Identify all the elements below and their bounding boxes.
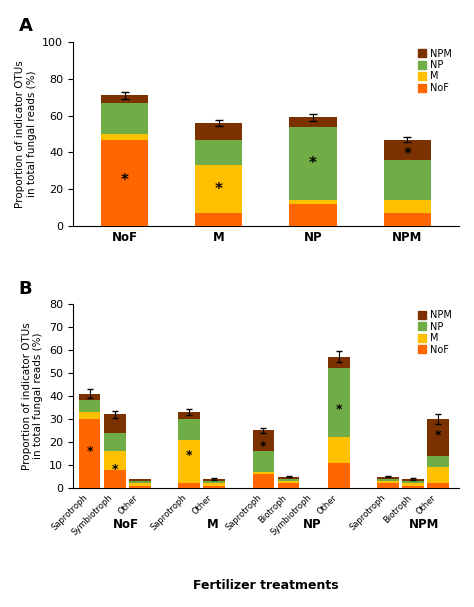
Legend: NPM, NP, M, NoF: NPM, NP, M, NoF: [416, 308, 454, 357]
Bar: [290, 127, 337, 200]
Bar: [101, 103, 148, 134]
Bar: [377, 479, 399, 481]
Bar: [253, 472, 274, 474]
Bar: [383, 200, 431, 214]
Bar: [328, 356, 349, 368]
Bar: [104, 451, 126, 470]
Bar: [253, 430, 274, 451]
Bar: [101, 95, 148, 103]
Bar: [328, 463, 349, 488]
Text: NPM: NPM: [409, 518, 439, 531]
Text: *: *: [86, 445, 93, 458]
Text: A: A: [19, 16, 33, 35]
Bar: [195, 140, 242, 166]
Bar: [328, 437, 349, 463]
Bar: [203, 481, 225, 484]
Bar: [129, 481, 151, 484]
Bar: [178, 419, 200, 439]
Text: B: B: [19, 280, 32, 298]
Text: *: *: [186, 449, 192, 463]
Bar: [278, 481, 300, 484]
Bar: [383, 160, 431, 200]
Bar: [104, 433, 126, 451]
Text: *: *: [336, 403, 342, 416]
Text: *: *: [403, 147, 411, 162]
Bar: [290, 204, 337, 226]
Bar: [104, 414, 126, 433]
Y-axis label: Proportion of indicator OTUs
in total fungal reads (%): Proportion of indicator OTUs in total fu…: [15, 60, 36, 208]
Text: *: *: [435, 429, 441, 441]
Bar: [203, 486, 225, 488]
Text: *: *: [309, 156, 317, 171]
Bar: [427, 467, 449, 484]
Bar: [104, 470, 126, 488]
Bar: [203, 484, 225, 486]
Text: *: *: [121, 172, 128, 188]
Bar: [195, 166, 242, 214]
Bar: [402, 481, 424, 484]
Text: M: M: [207, 518, 219, 531]
Legend: NPM, NP, M, NoF: NPM, NP, M, NoF: [416, 47, 454, 95]
Bar: [427, 419, 449, 456]
Bar: [377, 476, 399, 479]
Bar: [195, 123, 242, 140]
Bar: [79, 412, 100, 419]
Y-axis label: Proportion of indicator OTUs
in total fungal reads (%): Proportion of indicator OTUs in total fu…: [22, 322, 44, 470]
Bar: [278, 479, 300, 481]
Text: *: *: [215, 182, 223, 197]
Bar: [79, 401, 100, 412]
Bar: [278, 476, 300, 479]
Bar: [290, 117, 337, 127]
Bar: [203, 479, 225, 481]
Bar: [427, 484, 449, 488]
Bar: [383, 140, 431, 160]
Bar: [101, 140, 148, 226]
Bar: [101, 134, 148, 140]
Bar: [402, 486, 424, 488]
Bar: [195, 214, 242, 226]
Bar: [79, 393, 100, 401]
X-axis label: Fertilizer treatments: Fertilizer treatments: [193, 579, 339, 592]
Bar: [402, 479, 424, 481]
Text: NP: NP: [302, 518, 321, 531]
Bar: [383, 214, 431, 226]
Text: *: *: [111, 463, 118, 476]
Bar: [402, 484, 424, 486]
Bar: [278, 484, 300, 488]
Bar: [253, 474, 274, 488]
Bar: [253, 451, 274, 472]
Bar: [129, 484, 151, 486]
Bar: [377, 481, 399, 484]
Bar: [129, 479, 151, 481]
Bar: [328, 368, 349, 437]
Bar: [129, 486, 151, 488]
Text: NoF: NoF: [112, 518, 138, 531]
Bar: [178, 484, 200, 488]
Bar: [178, 412, 200, 419]
Bar: [290, 200, 337, 204]
Text: *: *: [260, 440, 267, 453]
Bar: [377, 484, 399, 488]
Bar: [178, 439, 200, 484]
Bar: [427, 456, 449, 467]
Bar: [79, 419, 100, 488]
